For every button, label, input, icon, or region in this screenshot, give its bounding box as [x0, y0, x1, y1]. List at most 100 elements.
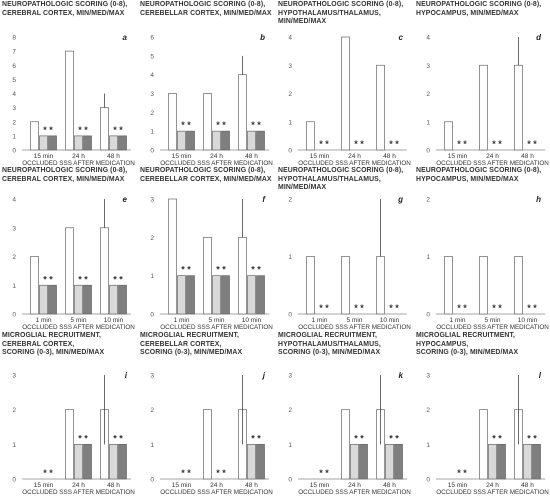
significance-stars: * * — [181, 265, 191, 275]
bar — [203, 93, 212, 151]
bar — [488, 443, 497, 480]
chart-title: NEUROPATHOLOGIC SCORING (0-8), HYPOTHALA… — [278, 1, 404, 26]
bar — [238, 236, 247, 315]
bar — [247, 275, 256, 315]
bar — [376, 64, 385, 151]
x-tick-label: 5 min — [485, 317, 501, 324]
y-tick-label: 1 — [426, 119, 430, 126]
x-tick-label: 24 h — [486, 482, 499, 489]
y-tick-label: 3 — [288, 63, 292, 70]
y-tick-label: 3 — [12, 225, 16, 232]
bar — [83, 284, 92, 315]
bar — [247, 443, 256, 480]
panel-letter: d — [536, 33, 542, 42]
significance-stars: * * — [319, 139, 329, 149]
y-tick-label: 2 — [288, 197, 292, 204]
y-tick-label: 0 — [426, 312, 430, 319]
bar — [74, 135, 83, 151]
significance-stars: * * — [354, 433, 364, 443]
chart-panel-i: 0 1 2 3 * * 15 min * * 24 h * * 48 h OCCLUDED SSS … — [0, 331, 137, 496]
significance-stars: * * — [251, 120, 261, 130]
bar — [532, 443, 541, 480]
x-tick-label: 15 min — [310, 153, 330, 160]
y-tick-label: 4 — [150, 72, 154, 79]
bar — [238, 74, 247, 151]
bar — [109, 284, 118, 315]
x-tick-label: 24 h — [210, 482, 223, 489]
chart-title: NEUROPATHOLOGIC SCORING (0-8), HYPOCAMPU… — [416, 1, 542, 17]
y-tick-label: 1 — [150, 129, 154, 136]
x-axis-label: OCCLUDED SSS AFTER MEDICATION — [160, 489, 273, 496]
panel-letter: i — [125, 371, 128, 380]
y-tick-label: 5 — [150, 53, 154, 60]
y-tick-label: 2 — [288, 407, 292, 414]
y-tick-label: 0 — [12, 148, 16, 155]
x-axis-label: OCCLUDED SSS AFTER MEDICATION — [22, 489, 135, 496]
bar — [497, 443, 506, 480]
significance-stars: * * — [216, 265, 226, 275]
bar — [168, 198, 177, 315]
y-tick-label: 2 — [150, 407, 154, 414]
x-tick-label: 1 min — [312, 317, 328, 324]
panel-letter: a — [123, 33, 128, 42]
chart-panel-a: 0 1 2 3 4 5 6 7 8 * * 15 min * * 24 h * * 48 h OCCLUDED… — [0, 0, 137, 165]
y-tick-label: 0 — [288, 477, 292, 484]
significance-stars: * * — [251, 265, 261, 275]
bar — [30, 256, 39, 315]
x-tick-label: 15 min — [448, 153, 468, 160]
x-tick-label: 24 h — [210, 153, 223, 160]
bar — [479, 64, 488, 151]
x-tick-label: 24 h — [72, 482, 85, 489]
bar — [385, 443, 394, 480]
x-tick-label: 24 h — [348, 153, 361, 160]
significance-stars: * * — [492, 433, 502, 443]
x-tick-label: 15 min — [34, 482, 54, 489]
x-tick-label: 15 min — [34, 153, 54, 160]
y-tick-label: 2 — [426, 197, 430, 204]
x-axis-label: OCCLUDED SSS AFTER MEDICATION — [22, 160, 135, 165]
y-tick-label: 1 — [288, 254, 292, 261]
bar — [118, 443, 127, 480]
bar — [514, 256, 523, 315]
panel-letter: c — [399, 33, 404, 42]
bar — [256, 275, 265, 315]
chart-panel-b: 0 1 2 3 4 5 6 * * 15 min * * 24 h * * 48 h OCCLUDED S… — [138, 0, 275, 165]
significance-stars: * * — [457, 468, 467, 478]
x-tick-label: 48 h — [521, 482, 534, 489]
y-tick-label: 0 — [426, 477, 430, 484]
chart-panel-c: 0 1 2 3 4 * * 15 min * * 24 h * * 48 h OCCLUDED SSS… — [276, 0, 413, 165]
panel-letter: j — [262, 371, 266, 380]
bar — [247, 130, 256, 151]
chart-title: NEUROPATHOLOGIC SCORING (0-8), CEREBELLA… — [140, 167, 272, 183]
bar — [359, 443, 368, 480]
x-tick-label: 10 min — [242, 317, 262, 324]
x-tick-label: 10 min — [380, 317, 400, 324]
x-axis-label: OCCLUDED SSS AFTER MEDICATION — [436, 160, 549, 165]
x-tick-label: 15 min — [172, 153, 192, 160]
bar — [479, 409, 488, 480]
panel-letter: h — [536, 195, 541, 204]
y-tick-label: 0 — [12, 477, 16, 484]
panel-letter: g — [397, 195, 403, 204]
panel-letter: f — [262, 195, 266, 204]
x-tick-label: 1 min — [174, 317, 190, 324]
chart-panel-d: 0 1 2 3 4 * * 15 min * * 24 h * * 48 h OCCLUDED SSS… — [414, 0, 550, 165]
significance-stars: * * — [78, 125, 88, 135]
bar — [341, 36, 350, 151]
significance-stars: * * — [457, 139, 467, 149]
panel-letter: l — [539, 371, 542, 380]
significance-stars: * * — [216, 468, 226, 478]
chart-panel-h: 0 1 2 * * 1 min * * 5 min * * 10 min OCCLUDED SSS… — [414, 166, 550, 331]
y-tick-label: 1 — [288, 119, 292, 126]
significance-stars: * * — [181, 468, 191, 478]
y-tick-label: 0 — [426, 148, 430, 155]
bar — [256, 443, 265, 480]
bar — [341, 409, 350, 480]
